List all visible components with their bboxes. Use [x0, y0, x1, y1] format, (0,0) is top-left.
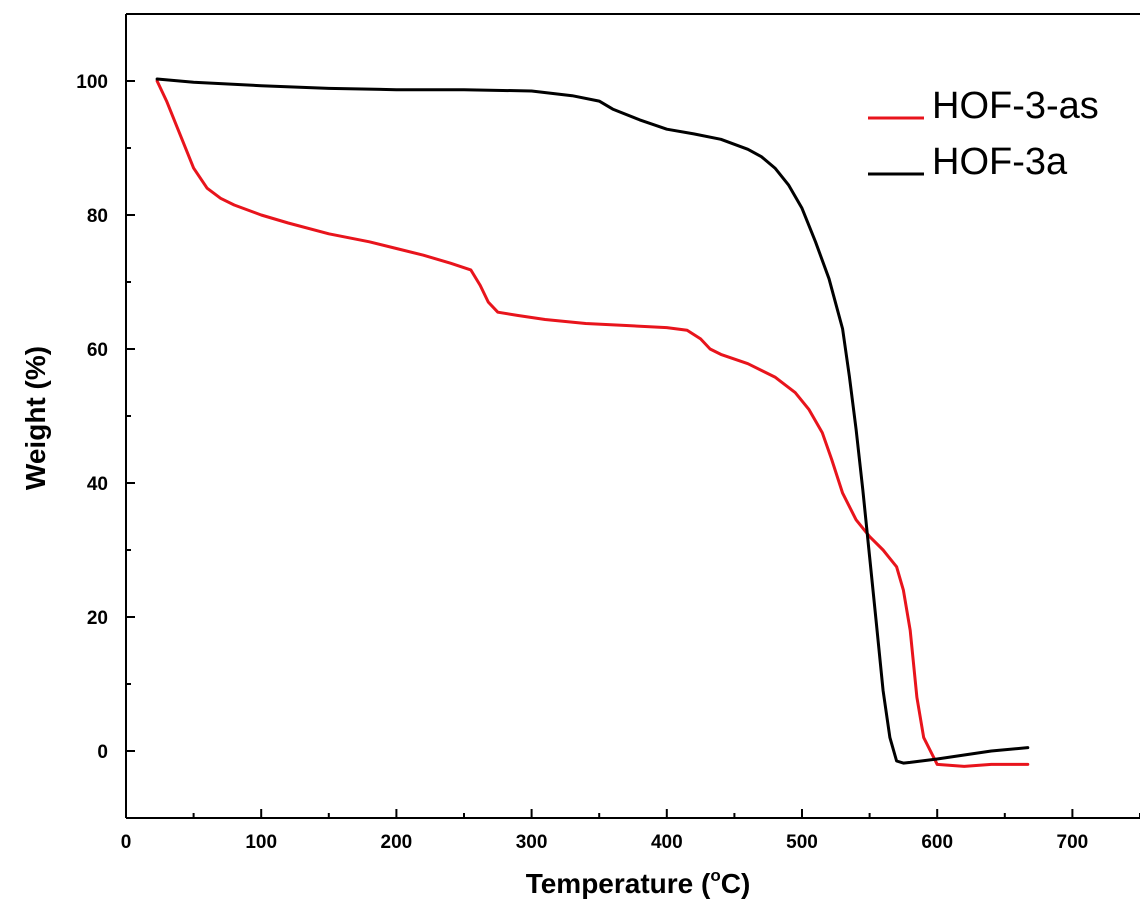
x-axis-ticks: 0 100 200 300 400 500 600 700: [121, 809, 1140, 853]
x-tick-label: 400: [651, 832, 683, 853]
y-tick-label: 60: [87, 340, 108, 361]
y-axis-title: Weight (%): [20, 346, 51, 490]
x-axis-title: Temperature (oC): [526, 866, 751, 899]
series-line-hof-3-as: [157, 81, 1028, 766]
y-tick-label: 20: [87, 608, 108, 629]
series-line-hof-3a: [157, 79, 1028, 763]
x-tick-label: 600: [921, 832, 953, 853]
x-tick-label: 100: [245, 832, 277, 853]
x-tick-label: 0: [121, 832, 132, 853]
x-tick-label: 200: [381, 832, 413, 853]
y-tick-label: 0: [97, 742, 108, 763]
legend-label-hof-3-as: HOF-3-as: [932, 85, 1099, 127]
y-tick-label: 100: [76, 72, 108, 93]
plot-frame: [126, 14, 1140, 818]
x-tick-label: 500: [786, 832, 818, 853]
x-tick-label: 700: [1057, 832, 1089, 853]
x-tick-label: 300: [516, 832, 548, 853]
legend: HOF-3-as HOF-3a: [868, 85, 1099, 183]
y-tick-label: 40: [87, 474, 108, 495]
legend-label-hof-3a: HOF-3a: [932, 141, 1068, 183]
series-layer: [157, 79, 1028, 766]
y-tick-label: 80: [87, 206, 108, 227]
